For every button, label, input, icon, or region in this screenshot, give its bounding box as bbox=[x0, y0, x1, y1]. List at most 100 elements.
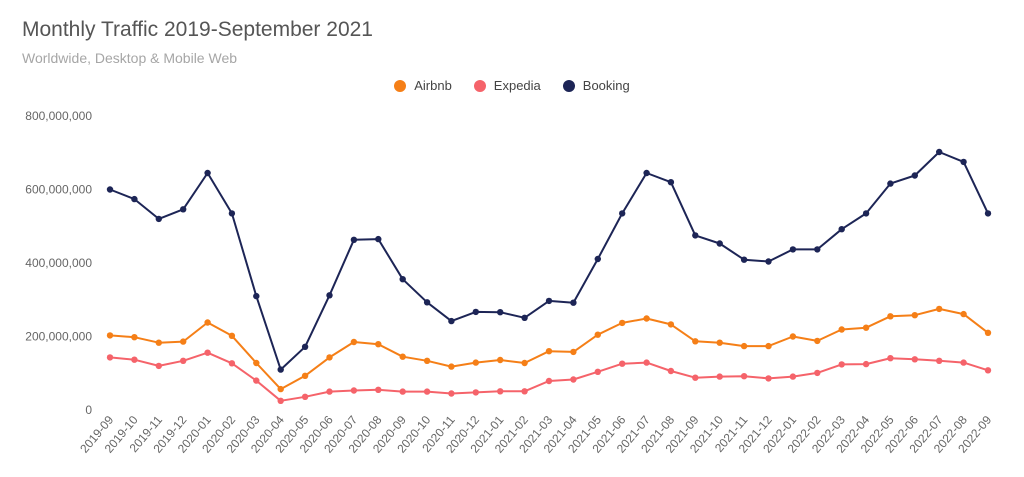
data-point-airbnb bbox=[984, 329, 992, 336]
data-point-expedia bbox=[180, 357, 187, 364]
data-point-airbnb bbox=[131, 334, 138, 341]
data-point-expedia bbox=[375, 386, 382, 393]
data-point-booking bbox=[448, 317, 455, 325]
data-point-expedia bbox=[277, 397, 284, 404]
data-point-booking bbox=[106, 186, 114, 193]
data-point-airbnb bbox=[838, 326, 845, 333]
data-point-airbnb bbox=[375, 341, 382, 348]
data-point-airbnb bbox=[716, 339, 723, 346]
data-point-expedia bbox=[911, 356, 918, 363]
data-point-booking bbox=[375, 235, 382, 243]
data-point-booking bbox=[619, 210, 626, 217]
data-point-airbnb bbox=[423, 357, 431, 364]
data-point-expedia bbox=[253, 377, 260, 384]
data-point-expedia bbox=[155, 362, 162, 370]
data-point-airbnb bbox=[911, 312, 918, 319]
data-point-expedia bbox=[228, 360, 236, 367]
data-point-booking bbox=[155, 215, 162, 223]
data-point-booking bbox=[472, 308, 479, 316]
data-point-airbnb bbox=[667, 321, 675, 328]
data-point-airbnb bbox=[570, 348, 577, 356]
data-point-expedia bbox=[545, 377, 553, 385]
data-point-booking bbox=[862, 210, 870, 217]
data-point-expedia bbox=[716, 373, 723, 380]
data-point-airbnb bbox=[448, 363, 455, 370]
data-point-booking bbox=[545, 297, 553, 305]
data-point-airbnb bbox=[180, 338, 187, 345]
data-point-booking bbox=[521, 314, 528, 321]
data-point-expedia bbox=[497, 388, 504, 395]
y-tick-label: 400,000,000 bbox=[25, 256, 92, 270]
data-point-booking bbox=[228, 210, 236, 217]
chart-subtitle: Worldwide, Desktop & Mobile Web bbox=[22, 50, 238, 66]
legend-label-booking: Booking bbox=[582, 78, 630, 93]
data-point-booking bbox=[301, 343, 309, 350]
data-point-booking bbox=[570, 299, 577, 306]
data-point-airbnb bbox=[326, 354, 333, 361]
data-point-expedia bbox=[765, 375, 772, 382]
chart-legend: Airbnb Expedia Booking bbox=[0, 78, 1024, 93]
data-point-booking bbox=[692, 232, 699, 239]
data-point-expedia bbox=[301, 393, 309, 400]
data-point-airbnb bbox=[301, 372, 309, 379]
data-point-expedia bbox=[960, 359, 967, 366]
data-point-expedia bbox=[692, 374, 699, 381]
data-point-expedia bbox=[326, 388, 333, 395]
y-tick-label: 0 bbox=[85, 403, 92, 417]
data-point-expedia bbox=[740, 373, 748, 380]
data-point-booking bbox=[814, 246, 821, 253]
y-tick-label: 600,000,000 bbox=[25, 183, 92, 197]
data-point-booking bbox=[887, 180, 894, 187]
chart-title: Monthly Traffic 2019-September 2021 bbox=[22, 18, 373, 41]
data-point-airbnb bbox=[277, 385, 284, 393]
data-point-expedia bbox=[204, 349, 211, 356]
legend-label-airbnb: Airbnb bbox=[414, 78, 452, 93]
data-point-booking bbox=[277, 366, 284, 373]
data-point-expedia bbox=[619, 360, 626, 367]
data-point-airbnb bbox=[887, 313, 894, 320]
data-point-airbnb bbox=[350, 338, 358, 346]
data-point-expedia bbox=[106, 354, 114, 361]
data-point-airbnb bbox=[789, 333, 797, 340]
data-point-expedia bbox=[472, 389, 479, 396]
data-point-booking bbox=[326, 292, 333, 299]
data-point-booking bbox=[350, 236, 358, 243]
data-point-airbnb bbox=[936, 305, 943, 313]
data-point-booking bbox=[789, 246, 797, 253]
legend-item-booking[interactable]: Booking bbox=[562, 78, 630, 93]
legend-marker-expedia bbox=[473, 79, 486, 92]
data-point-booking bbox=[765, 258, 772, 265]
data-point-airbnb bbox=[692, 338, 699, 345]
data-point-expedia bbox=[131, 356, 138, 363]
data-point-booking bbox=[740, 256, 748, 263]
legend-marker-booking bbox=[562, 79, 575, 92]
data-point-expedia bbox=[594, 368, 601, 375]
data-point-airbnb bbox=[643, 315, 650, 322]
data-point-expedia bbox=[838, 361, 845, 368]
legend-label-expedia: Expedia bbox=[493, 78, 541, 93]
legend-item-airbnb[interactable]: Airbnb bbox=[394, 78, 452, 93]
data-point-airbnb bbox=[497, 356, 504, 364]
data-point-booking bbox=[643, 169, 650, 177]
data-point-airbnb bbox=[399, 353, 406, 360]
data-point-airbnb bbox=[960, 310, 967, 318]
data-point-airbnb bbox=[619, 319, 626, 327]
data-point-expedia bbox=[667, 367, 675, 375]
legend-marker-airbnb bbox=[394, 79, 407, 92]
data-point-booking bbox=[960, 158, 967, 166]
data-point-expedia bbox=[570, 376, 577, 383]
data-point-booking bbox=[131, 195, 138, 203]
y-tick-label: 200,000,000 bbox=[25, 330, 92, 344]
data-point-airbnb bbox=[814, 337, 821, 345]
series-line-expedia bbox=[109, 351, 989, 402]
data-point-airbnb bbox=[472, 359, 479, 366]
data-point-expedia bbox=[643, 359, 650, 366]
data-point-airbnb bbox=[545, 348, 553, 355]
legend-item-expedia[interactable]: Expedia bbox=[473, 78, 541, 93]
data-point-booking bbox=[204, 169, 211, 177]
data-point-booking bbox=[253, 292, 260, 300]
data-point-expedia bbox=[399, 388, 406, 395]
data-point-booking bbox=[911, 172, 918, 179]
data-point-expedia bbox=[789, 373, 797, 380]
